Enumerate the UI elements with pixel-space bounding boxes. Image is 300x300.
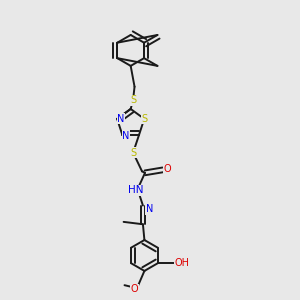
Text: HN: HN bbox=[128, 185, 143, 195]
Text: S: S bbox=[141, 114, 147, 124]
Text: S: S bbox=[130, 148, 136, 158]
Text: S: S bbox=[130, 95, 136, 105]
Text: N: N bbox=[122, 131, 130, 141]
Text: N: N bbox=[117, 114, 125, 124]
Text: O: O bbox=[131, 284, 138, 294]
Text: O: O bbox=[164, 164, 171, 174]
Text: OH: OH bbox=[175, 258, 190, 268]
Text: N: N bbox=[146, 204, 153, 214]
